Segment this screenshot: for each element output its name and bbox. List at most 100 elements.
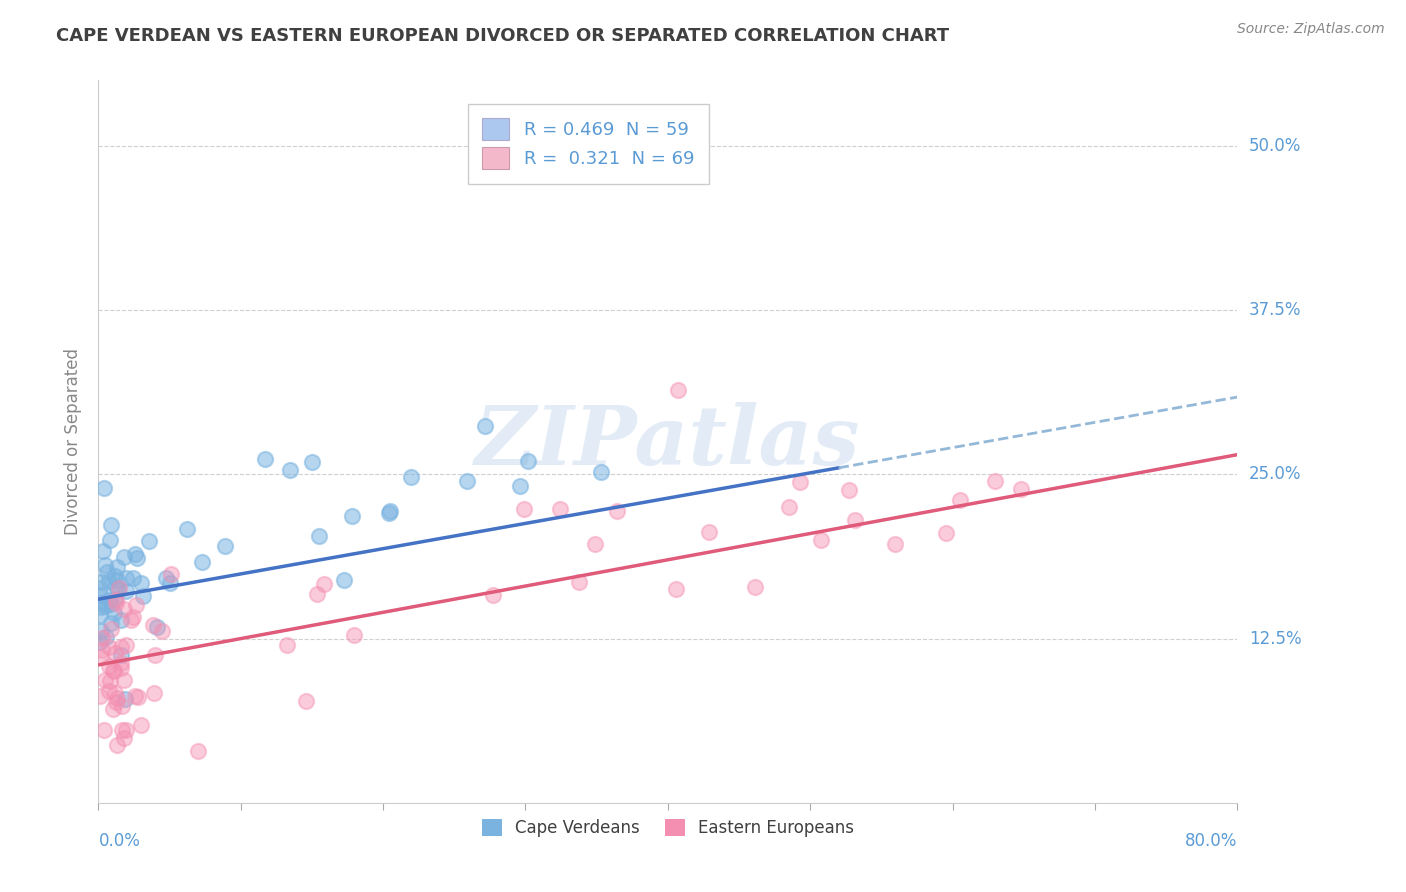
Point <box>103 606 125 620</box>
Point <box>187 744 209 758</box>
Point <box>89 690 111 704</box>
Point <box>949 492 972 507</box>
Point <box>93 723 115 737</box>
Point <box>103 664 125 678</box>
Point <box>568 575 591 590</box>
Point <box>89 588 111 602</box>
Text: Source: ZipAtlas.com: Source: ZipAtlas.com <box>1237 22 1385 37</box>
Point <box>159 575 181 590</box>
Point <box>254 451 277 466</box>
Point <box>606 504 628 518</box>
Point <box>668 384 690 398</box>
Point <box>129 576 152 591</box>
Point <box>91 642 114 657</box>
Point <box>110 657 132 671</box>
Point <box>343 628 366 642</box>
Point <box>110 640 132 654</box>
Point <box>583 537 606 551</box>
Point <box>984 474 1007 488</box>
Point <box>127 550 149 565</box>
Point <box>98 684 121 698</box>
Point <box>305 587 328 601</box>
Point <box>697 524 720 539</box>
Point <box>665 582 688 597</box>
Text: 50.0%: 50.0% <box>1249 137 1301 155</box>
Point <box>155 571 177 585</box>
Point <box>332 573 354 587</box>
Point <box>105 580 128 594</box>
Point <box>456 474 478 488</box>
Point <box>1010 482 1032 496</box>
Point <box>96 566 118 580</box>
Point <box>810 533 832 548</box>
Point <box>101 663 124 677</box>
Y-axis label: Divorced or Separated: Divorced or Separated <box>65 348 83 535</box>
Point <box>91 596 114 610</box>
Point <box>301 455 323 469</box>
Point <box>100 597 122 611</box>
Text: 25.0%: 25.0% <box>1249 466 1301 483</box>
Point <box>90 574 112 589</box>
Point <box>295 694 318 708</box>
Point <box>90 600 112 615</box>
Point <box>127 690 149 705</box>
Text: CAPE VERDEAN VS EASTERN EUROPEAN DIVORCED OR SEPARATED CORRELATION CHART: CAPE VERDEAN VS EASTERN EUROPEAN DIVORCE… <box>56 27 949 45</box>
Point <box>115 584 138 599</box>
Point <box>789 475 811 490</box>
Point <box>516 454 538 468</box>
Point <box>112 731 135 746</box>
Point <box>401 470 423 484</box>
Point <box>132 589 155 603</box>
Point <box>111 698 134 713</box>
Text: ZIPatlas: ZIPatlas <box>475 401 860 482</box>
Point <box>124 547 146 561</box>
Point <box>122 609 145 624</box>
Point <box>100 622 122 636</box>
Point <box>150 624 173 639</box>
Point <box>142 686 165 700</box>
Point <box>509 479 531 493</box>
Point <box>114 691 136 706</box>
Point <box>89 581 111 595</box>
Point <box>89 634 111 648</box>
Point <box>94 673 117 687</box>
Point <box>108 581 131 595</box>
Point <box>110 648 132 662</box>
Point <box>112 673 135 688</box>
Point <box>278 463 301 477</box>
Point <box>91 631 114 645</box>
Text: 12.5%: 12.5% <box>1249 630 1302 648</box>
Point <box>94 599 117 613</box>
Point <box>111 723 134 737</box>
Point <box>89 608 111 623</box>
Point <box>94 558 117 572</box>
Point <box>129 718 152 732</box>
Point <box>744 580 766 594</box>
Point <box>93 481 115 495</box>
Point <box>98 673 121 688</box>
Point <box>342 508 364 523</box>
Point <box>589 465 612 479</box>
Point <box>104 695 127 709</box>
Point <box>112 601 135 615</box>
Point <box>91 544 114 558</box>
Point <box>512 502 534 516</box>
Point <box>112 550 135 565</box>
Point <box>176 522 198 536</box>
Point <box>110 661 132 675</box>
Point <box>276 638 298 652</box>
Point <box>98 593 121 607</box>
Point <box>107 738 129 752</box>
Point <box>105 560 128 574</box>
Point <box>105 573 128 587</box>
Point <box>125 599 148 613</box>
Point <box>97 640 120 654</box>
Point <box>844 512 866 526</box>
Point <box>308 529 330 543</box>
Point <box>124 689 146 703</box>
Point <box>146 620 169 634</box>
Point <box>838 483 860 497</box>
Point <box>103 591 125 606</box>
Point <box>314 577 336 591</box>
Point <box>115 571 138 585</box>
